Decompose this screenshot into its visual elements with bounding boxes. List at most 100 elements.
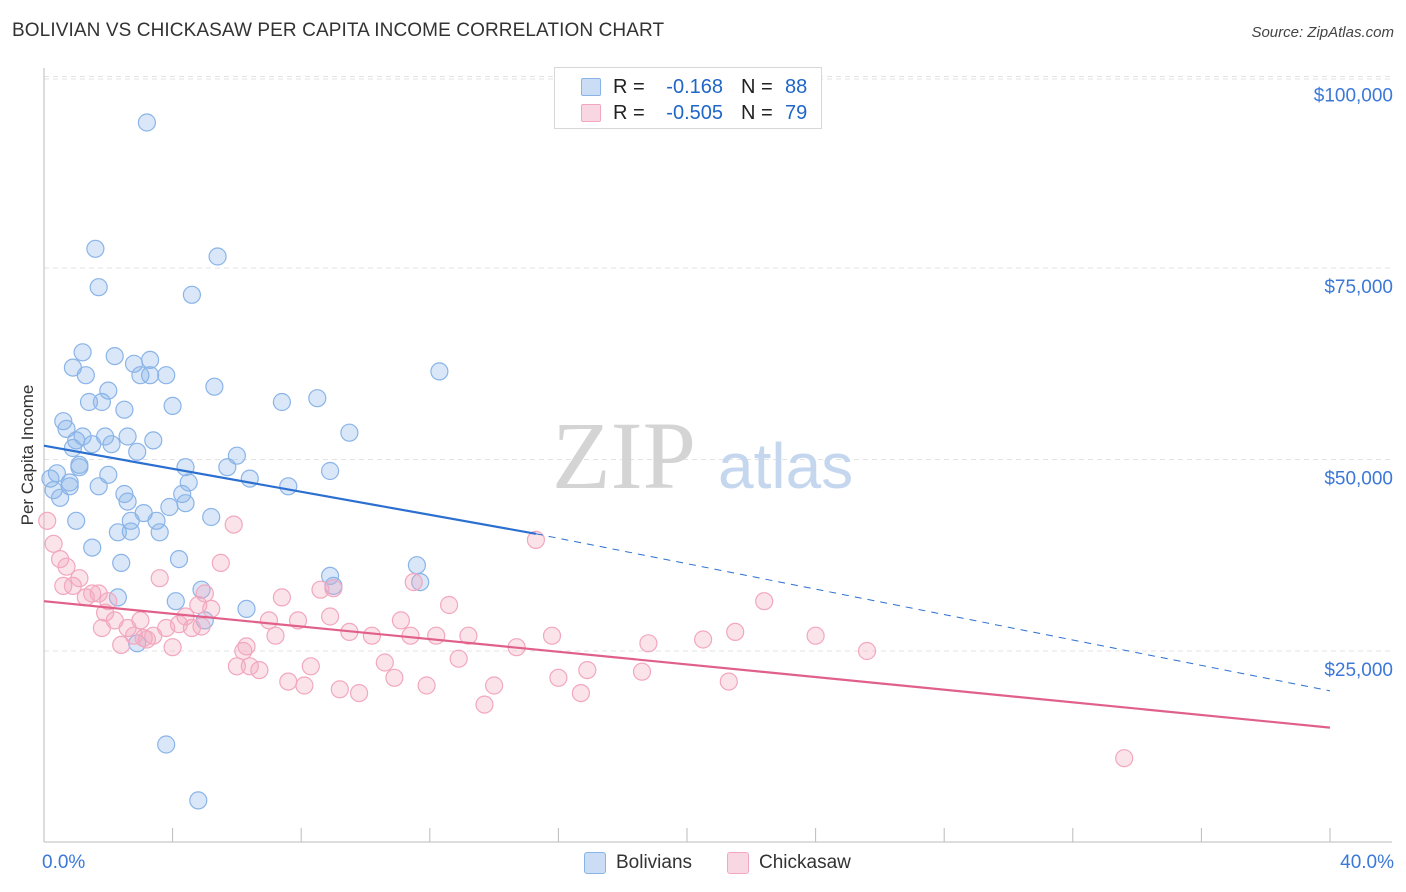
n-label: N = — [741, 101, 773, 124]
point-chickasaw — [38, 511, 57, 530]
point-bolivians — [131, 366, 150, 385]
point-chickasaw — [163, 638, 182, 657]
watermark-atlas: atlas — [718, 430, 853, 502]
point-chickasaw — [385, 668, 404, 687]
y-tick-label: $100,000 — [1314, 86, 1393, 107]
point-chickasaw — [240, 657, 259, 676]
point-bolivians — [157, 366, 176, 385]
point-bolivians — [407, 556, 426, 575]
source-credit: Source: ZipAtlas.com — [1251, 24, 1394, 41]
point-chickasaw — [89, 584, 108, 603]
legend-item-chickasaw[interactable]: Chickasaw — [727, 852, 851, 874]
r-value: -0.505 — [666, 101, 723, 124]
point-chickasaw — [324, 579, 343, 598]
point-bolivians — [179, 473, 198, 492]
watermark-zip: ZIP — [552, 402, 696, 509]
point-bolivians — [108, 588, 128, 607]
point-chickasaw — [726, 622, 745, 642]
point-bolivians — [160, 497, 179, 517]
legend-label-chickasaw: Chickasaw — [759, 852, 851, 873]
point-chickasaw — [192, 617, 211, 636]
point-chickasaw — [266, 626, 285, 645]
watermark: ZIP atlas — [552, 402, 853, 509]
point-bolivians — [118, 427, 137, 446]
point-chickasaw — [857, 641, 877, 661]
point-chickasaw — [632, 662, 652, 681]
point-bolivians — [108, 523, 128, 542]
grid-lines — [44, 76, 1392, 652]
point-bolivians — [121, 522, 140, 541]
y-tick-label: $75,000 — [1324, 277, 1393, 298]
point-chickasaw — [279, 672, 298, 691]
n-value: 79 — [785, 101, 808, 124]
point-chickasaw — [321, 607, 340, 626]
point-chickasaw — [211, 553, 230, 573]
point-bolivians — [321, 461, 340, 481]
point-bolivians — [118, 492, 137, 511]
point-bolivians — [279, 477, 298, 496]
point-chickasaw — [578, 660, 597, 680]
point-bolivians — [105, 347, 124, 366]
point-chickasaw — [227, 657, 246, 676]
point-chickasaw — [134, 628, 153, 648]
point-bolivians — [86, 239, 105, 258]
stats-row-bolivians: R = -0.168 N = 88 — [581, 75, 807, 99]
point-bolivians — [227, 446, 246, 465]
r-label: R = — [613, 101, 645, 124]
point-bolivians — [166, 592, 185, 611]
point-bolivians — [189, 791, 208, 810]
point-bolivians — [137, 113, 156, 132]
trend-extension-bolivians — [535, 533, 1331, 692]
point-chickasaw — [202, 599, 221, 619]
point-bolivians — [83, 538, 102, 557]
point-bolivians — [99, 465, 118, 484]
point-bolivians — [73, 427, 92, 446]
trend-line-bolivians — [43, 444, 537, 535]
point-chickasaw — [301, 657, 320, 676]
point-chickasaw — [150, 569, 169, 588]
data-points — [38, 113, 1134, 810]
point-chickasaw — [272, 588, 291, 607]
point-bolivians — [99, 381, 118, 400]
point-chickasaw — [83, 584, 102, 603]
y-tick-label: $25,000 — [1324, 660, 1393, 681]
point-chickasaw — [755, 592, 774, 611]
point-chickasaw — [391, 611, 410, 630]
point-bolivians — [182, 285, 201, 304]
point-chickasaw — [404, 572, 423, 592]
point-bolivians — [89, 278, 108, 297]
point-bolivians — [272, 392, 291, 412]
point-chickasaw — [475, 695, 494, 714]
point-bolivians — [76, 366, 95, 385]
point-bolivians — [411, 572, 430, 592]
trend-lines — [43, 444, 1331, 729]
point-bolivians — [128, 442, 147, 461]
point-chickasaw — [440, 595, 459, 615]
point-chickasaw — [50, 549, 70, 569]
series-legend: Bolivians Chickasaw — [0, 852, 1406, 876]
point-chickasaw — [57, 557, 76, 576]
point-bolivians — [150, 523, 169, 542]
legend-swatch-bolivians — [584, 852, 606, 874]
n-label: N = — [741, 75, 773, 98]
point-bolivians — [67, 511, 86, 530]
point-chickasaw — [449, 649, 468, 668]
point-bolivians — [73, 343, 92, 362]
point-bolivians — [202, 507, 221, 527]
legend-item-bolivians[interactable]: Bolivians — [584, 852, 692, 874]
point-chickasaw — [526, 530, 546, 550]
point-bolivians — [141, 350, 160, 369]
point-bolivians — [70, 455, 89, 474]
point-bolivians — [60, 473, 79, 492]
point-chickasaw — [375, 653, 394, 672]
point-bolivians — [157, 735, 176, 754]
point-chickasaw — [459, 626, 478, 645]
y-tick-labels: $25,000 $50,000 $75,000 $100,000 — [1314, 86, 1393, 682]
point-bolivians — [205, 377, 224, 396]
point-chickasaw — [571, 683, 591, 703]
point-bolivians — [102, 435, 121, 454]
point-chickasaw — [350, 683, 369, 703]
point-bolivians — [169, 549, 189, 569]
x-axis-max-label: 40.0% — [1340, 852, 1394, 873]
